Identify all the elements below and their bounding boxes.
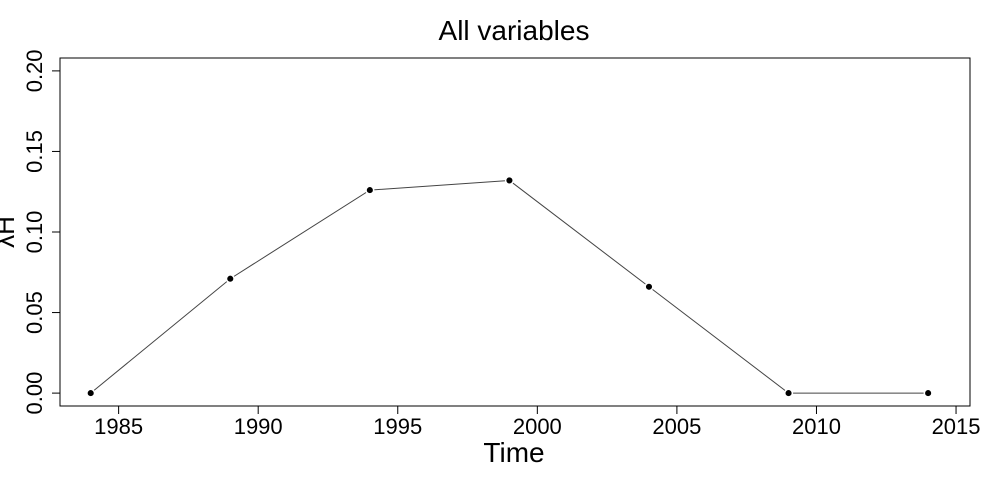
- line: [90, 179, 929, 394]
- point: [644, 282, 654, 292]
- point: [86, 388, 96, 398]
- point: [365, 185, 375, 195]
- y-tick-label: 0.10: [22, 211, 47, 254]
- x-axis-label: Time: [483, 437, 544, 468]
- y-tick-label: 0.00: [22, 372, 47, 415]
- point: [504, 175, 514, 185]
- point: [784, 388, 794, 398]
- point: [225, 274, 235, 284]
- x-tick-label: 1985: [94, 414, 143, 439]
- x-tick-label: 2015: [932, 414, 981, 439]
- x-tick-label: 2005: [652, 414, 701, 439]
- x-tick-label: 2010: [792, 414, 841, 439]
- y-tick-label: 0.20: [22, 49, 47, 92]
- plot-frame: [59, 57, 971, 407]
- x-tick-label: 2000: [513, 414, 562, 439]
- y-tick-label: 0.05: [22, 291, 47, 334]
- y-axis-label: λH: [0, 216, 20, 248]
- x-tick-label: 1995: [373, 414, 422, 439]
- chart-title: All variables: [439, 15, 590, 46]
- x-tick-label: 1990: [234, 414, 283, 439]
- y-tick-label: 0.15: [22, 130, 47, 173]
- point: [923, 388, 933, 398]
